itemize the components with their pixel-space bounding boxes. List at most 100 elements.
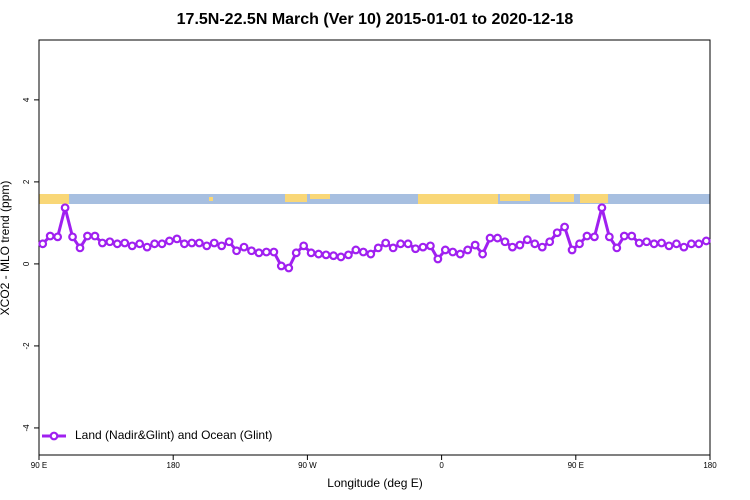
data-point [314,249,323,259]
data-point [45,231,55,241]
data-point [53,232,63,242]
data-point [172,234,182,244]
chart-title: 17.5N-22.5N March (Ver 10) 2015-01-01 to… [177,11,574,28]
data-point [351,245,361,255]
data-point [701,236,711,246]
data-point [90,231,100,241]
data-point [179,239,189,249]
data-point [634,238,644,248]
data-point [433,254,443,264]
data-point [306,248,316,258]
y-tick-label: -2 [22,342,31,350]
x-tick-label: 180 [703,461,717,470]
data-point [396,239,405,249]
data-point [60,203,70,213]
land-ocean-strip [39,194,710,204]
y-tick-label: 2 [22,179,31,184]
data-point [269,247,279,257]
data-point [254,248,264,258]
data-point [38,239,48,249]
data-point [209,238,219,248]
data-point [679,242,689,252]
data-point [83,231,92,241]
data-point [672,239,681,249]
data-point [470,240,480,250]
x-tick-label: 90 E [31,461,47,470]
data-point [411,244,420,254]
data-point [291,248,301,258]
legend-label: Land (Nadir&Glint) and Ocean (Glint) [75,428,272,442]
data-point [560,222,570,232]
data-point [247,246,256,256]
x-tick-label: 90 W [298,461,317,470]
data-point [694,239,704,249]
data-point [135,239,145,249]
data-point [97,238,107,248]
data-point [105,237,115,247]
data-point [202,241,212,251]
data-point [284,263,294,273]
data-point [276,261,286,271]
data-point [329,251,338,261]
x-tick-label: 180 [167,461,181,470]
data-point [627,231,637,241]
data-point [187,238,197,248]
data-point [75,243,85,253]
data-point [224,237,234,247]
data-point [567,245,577,255]
data-point [448,247,458,257]
data-point [299,241,309,251]
data-point [537,242,547,252]
data-point [657,238,666,248]
data-point [582,231,592,241]
x-tick-label: 0 [439,461,444,470]
data-point [344,250,353,260]
data-point [455,249,465,259]
data-point [612,243,622,253]
y-tick-label: -4 [22,424,31,432]
data-point [232,246,241,256]
x-axis-label: Longitude (deg E) [327,476,422,490]
data-point [112,239,122,249]
data-point [388,243,398,253]
data-point [165,236,174,246]
data-point [508,242,517,252]
data-point [261,247,271,257]
data-point [485,233,495,243]
data-point [597,203,607,213]
data-point [68,232,77,242]
data-point [381,238,391,248]
y-tick-label: 4 [22,97,31,102]
data-point [463,245,473,255]
data-point [552,228,562,238]
data-point [217,241,227,251]
legend-marker [49,431,59,441]
data-point [120,238,130,248]
data-point [500,237,510,247]
data-point [358,247,368,257]
data-point [366,249,376,259]
data-point [515,240,525,250]
data-point [530,239,540,249]
data-point [619,231,629,241]
data-point [440,245,450,255]
data-point [150,239,159,249]
data-point [545,237,555,247]
data-point [403,239,413,249]
data-point [321,250,331,260]
data-point [336,252,346,262]
data-point [478,249,488,259]
x-tick-label: 90 E [568,461,584,470]
data-point [426,241,435,251]
data-point [604,232,614,242]
data-point [522,235,532,245]
y-tick-label: 0 [22,261,31,266]
data-point [142,242,152,252]
data-point [418,242,428,252]
data-point [642,237,652,247]
data-point [194,238,204,248]
data-point [664,241,674,251]
data-point [239,242,249,252]
data-point [373,243,383,253]
